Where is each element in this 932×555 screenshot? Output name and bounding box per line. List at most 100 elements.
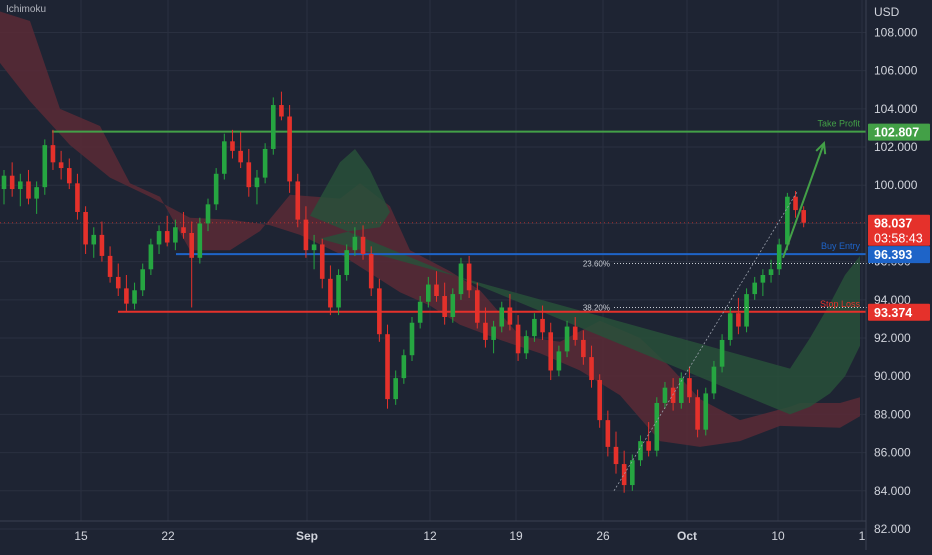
candle-body [352,236,358,251]
current-price-tag-bg [868,214,930,246]
candle-body [621,464,627,486]
candle-body [205,204,211,224]
candle-body [132,290,137,304]
candle-body [311,244,317,251]
fib-level-label: 23.60% [583,260,610,269]
candle-body [303,219,309,251]
candle-body [9,175,15,190]
candle-body [58,162,64,169]
candle-body [662,387,668,403]
candle-body [156,231,162,245]
trade-levels: Take Profit Buy Entry Stop Loss [0,119,866,313]
candle-body [499,307,505,327]
time-tick-label: 15 [74,529,88,543]
candle-body [148,244,154,270]
candle-body [222,141,227,174]
candle-body [401,355,407,379]
candle-body [99,234,105,256]
candle-body [548,332,554,371]
stop-loss-price-tag[interactable]: 93.374 [868,303,930,321]
take-profit-price-tag[interactable]: 102.807 [868,123,930,141]
candle-body [678,378,684,403]
candle-body [450,294,456,318]
candle-body [270,105,276,149]
price-tick-label: 92.000 [874,331,911,345]
candle-body [776,244,782,270]
candle-body [630,460,635,486]
candle-body [793,196,798,211]
candle-body [572,326,578,340]
stop-loss-price-tag-text: 93.374 [874,306,912,320]
candle-body [238,150,243,163]
candle-body [279,105,284,117]
candle-body [744,294,749,327]
candle-body [597,380,602,421]
candle-body [785,196,790,245]
annotations: 23.60% 38.20% [583,141,884,492]
candle-body [719,339,725,367]
take-profit-price-tag-bg [868,123,930,141]
candle-body [1,175,7,190]
candles [1,91,806,493]
candle-body [287,116,292,182]
price-tick-label: 108.000 [874,25,918,39]
candle-body [246,162,252,188]
candle-body [189,232,194,258]
candle-body [393,378,398,400]
price-tick-label: 88.000 [874,407,911,421]
candle-body [66,168,72,184]
take-profit-price-tag-text: 102.807 [874,126,919,140]
candle-body [115,276,121,289]
candle-body [230,141,235,151]
candle-body [752,282,758,295]
time-tick-label: Oct [677,529,697,543]
candle-body [409,322,415,356]
candle-body [368,253,374,289]
candle-body [434,284,439,297]
candle-body [295,181,301,220]
candle-body [523,336,529,354]
candle-body [197,223,203,258]
buy-entry-price-tag[interactable]: 96.393 [868,246,930,264]
time-tick-label: 22 [161,529,175,543]
candle-body [768,269,774,275]
candle-body [564,326,570,352]
candle-body [360,236,366,254]
candle-body [107,255,113,277]
candle-body [556,351,562,371]
candle-body [646,441,651,451]
buy-entry-price-tag-bg [868,246,930,264]
candle-body [613,446,619,465]
target-arrow-shaft [782,142,825,259]
stop-loss-label: Stop Loss [820,299,861,309]
price-tick-label: 102.000 [874,140,918,154]
price-tick-label: 82.000 [874,522,911,536]
fib-trend-line[interactable] [613,190,799,492]
buy-entry-label: Buy Entry [821,241,861,251]
candle-body [91,234,97,245]
candle-body [727,313,733,340]
time-tick-label: 10 [771,529,785,543]
candle-body [483,322,488,340]
indicator-label: Ichimoku [6,4,47,15]
candle-body [42,145,48,188]
candle-body [581,339,586,358]
candle-body [26,181,31,199]
candle-body [34,187,39,199]
candle-body [760,275,766,283]
candle-body [140,269,146,291]
time-tick-label: Sep [296,529,318,543]
candle-body [181,227,186,233]
candle-body [426,284,431,302]
candle-body [605,420,611,447]
time-tick-label: 26 [596,529,610,543]
target-arrow-head [815,141,827,155]
price-tick-label: 94.000 [874,293,911,307]
candle-body [589,357,594,381]
current-price-tag-text: 03:58:43 [874,232,923,246]
candle-body [703,393,709,430]
